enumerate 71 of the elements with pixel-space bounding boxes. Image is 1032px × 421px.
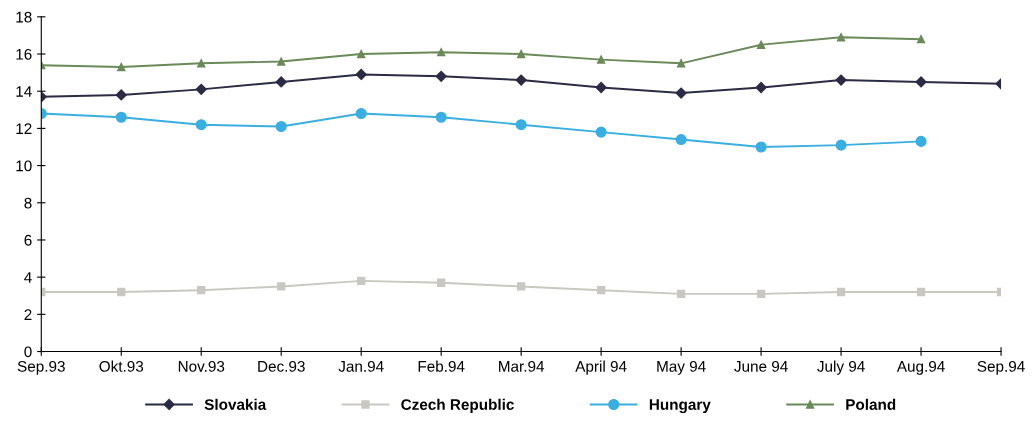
point: [675, 134, 687, 146]
y-tick-label: 6: [24, 234, 32, 246]
point: [676, 59, 686, 68]
legend-label: Slovakia: [204, 398, 267, 410]
x-tick-label: Jan.94: [338, 360, 384, 372]
point: [117, 287, 126, 297]
y-tick-label: 18: [16, 11, 32, 23]
point: [117, 62, 126, 72]
x-tick-label: Mar.94: [499, 360, 545, 372]
point: [195, 83, 207, 95]
point: [915, 76, 927, 88]
point: [197, 59, 206, 68]
x-tick-label: Dec.93: [258, 360, 305, 372]
point: [515, 74, 527, 86]
y-tick-label: 8: [24, 197, 32, 209]
point: [277, 282, 286, 291]
point: [595, 81, 607, 94]
y-tick-label: 10: [16, 160, 32, 172]
point: [916, 34, 926, 44]
point: [515, 119, 527, 131]
point: [755, 141, 767, 153]
point: [676, 289, 686, 299]
point: [197, 286, 206, 295]
y-tick-label: 16: [16, 48, 32, 60]
point: [596, 55, 606, 64]
point: [435, 70, 447, 82]
x-tick-label: Feb.94: [418, 360, 465, 372]
y-tick-label: 2: [24, 309, 32, 320]
point: [516, 49, 526, 59]
point: [835, 139, 847, 151]
point: [756, 289, 766, 299]
point: [836, 33, 846, 42]
point: [437, 278, 446, 287]
point: [435, 111, 447, 123]
x-tick-label: Nov.93: [178, 360, 225, 372]
x-tick-label: Sep.93: [17, 360, 65, 375]
y-tick-label: 4: [24, 272, 32, 283]
x-tick-label: Okt.93: [99, 360, 144, 372]
x-tick-label: July 94: [817, 360, 865, 375]
point: [275, 120, 287, 133]
y-tick-label: 0: [24, 346, 32, 358]
point: [756, 40, 766, 49]
x-tick-label: April 94: [575, 360, 627, 375]
point: [437, 48, 446, 57]
point: [357, 49, 366, 59]
x-tick-label: June 94: [734, 360, 788, 372]
point: [115, 89, 127, 101]
point: [916, 287, 926, 297]
legend-label: Poland: [846, 398, 896, 410]
point: [835, 74, 847, 86]
point: [675, 87, 687, 99]
point: [357, 276, 366, 286]
point: [277, 57, 286, 66]
point: [915, 135, 927, 147]
x-tick-label: Sep.94: [977, 360, 1025, 375]
point: [275, 76, 287, 88]
y-tick-label: 14: [16, 86, 32, 97]
y-tick-label: 12: [16, 123, 32, 134]
point: [596, 286, 606, 295]
x-tick-label: Aug.94: [896, 360, 945, 375]
point: [355, 68, 367, 81]
point: [595, 126, 607, 138]
legend-label: Czech Republic: [401, 398, 514, 413]
point: [195, 119, 207, 131]
point: [836, 287, 846, 297]
point: [755, 81, 767, 94]
point: [115, 111, 127, 123]
point: [516, 282, 526, 291]
point: [355, 107, 367, 120]
x-tick-label: May 94: [657, 360, 706, 375]
legend-label: Hungary: [649, 399, 711, 414]
